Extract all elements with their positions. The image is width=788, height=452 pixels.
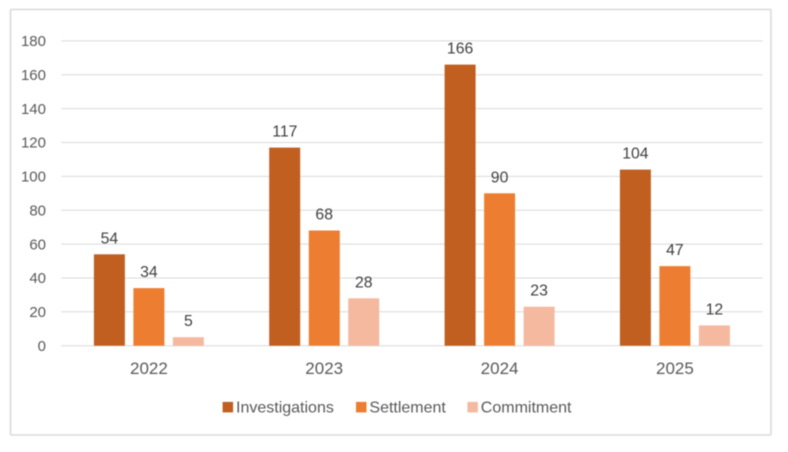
svg-text:28: 28 bbox=[355, 274, 373, 291]
svg-text:47: 47 bbox=[666, 242, 684, 259]
svg-text:12: 12 bbox=[706, 301, 724, 318]
svg-text:60: 60 bbox=[29, 236, 46, 253]
svg-text:2025: 2025 bbox=[656, 359, 694, 378]
svg-text:Investigations: Investigations bbox=[236, 399, 334, 416]
svg-text:117: 117 bbox=[272, 124, 297, 141]
svg-text:2023: 2023 bbox=[305, 359, 343, 378]
svg-text:180: 180 bbox=[21, 33, 46, 50]
svg-text:166: 166 bbox=[447, 41, 474, 58]
svg-text:90: 90 bbox=[491, 169, 509, 186]
svg-text:23: 23 bbox=[530, 283, 548, 300]
svg-text:40: 40 bbox=[29, 270, 46, 287]
svg-text:104: 104 bbox=[622, 146, 649, 163]
svg-text:0: 0 bbox=[38, 338, 46, 355]
svg-text:Settlement: Settlement bbox=[369, 399, 446, 416]
svg-text:160: 160 bbox=[21, 67, 46, 84]
svg-text:80: 80 bbox=[29, 202, 46, 219]
svg-text:68: 68 bbox=[315, 207, 333, 224]
svg-text:2022: 2022 bbox=[130, 359, 168, 378]
svg-text:120: 120 bbox=[21, 135, 46, 152]
svg-text:54: 54 bbox=[101, 230, 119, 247]
svg-text:Commitment: Commitment bbox=[481, 399, 572, 416]
svg-text:5: 5 bbox=[184, 313, 193, 330]
svg-text:20: 20 bbox=[29, 304, 46, 321]
svg-text:34: 34 bbox=[140, 264, 158, 281]
svg-text:140: 140 bbox=[21, 101, 46, 118]
svg-text:100: 100 bbox=[21, 169, 46, 186]
svg-text:2024: 2024 bbox=[481, 359, 519, 378]
